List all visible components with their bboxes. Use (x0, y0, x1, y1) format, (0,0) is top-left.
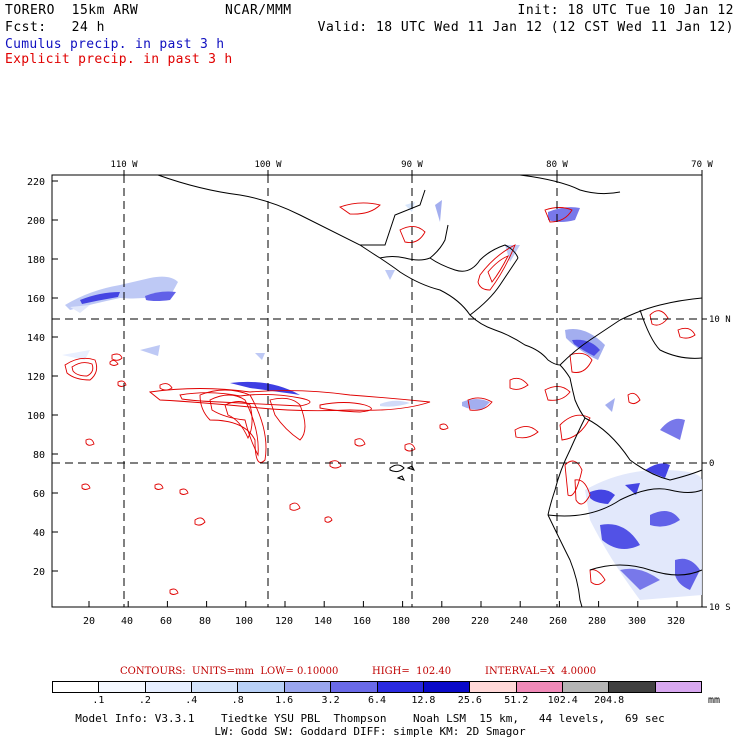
x-tick-label: 220 (471, 616, 489, 627)
forecast-hour: Fcst: 24 h (5, 20, 105, 35)
colorbar-swatch (608, 682, 655, 692)
colorbar-value-label: 25.6 (457, 695, 482, 706)
contour-interval-label: INTERVAL=X 4.0000 (485, 666, 597, 677)
axis-ticks (52, 170, 707, 608)
colorbar-value-label: 3.2 (321, 695, 340, 706)
init-time: Init: 18 UTC Tue 10 Jan 12 (517, 3, 734, 18)
valid-time: Valid: 18 UTC Wed 11 Jan 12 (12 CST Wed … (317, 20, 734, 35)
model-name: TORERO 15km ARW (5, 3, 139, 18)
colorbar-swatch (469, 682, 516, 692)
y-tick-label: 180 (27, 255, 45, 266)
colorbar-swatch (283, 682, 331, 692)
cumulus-legend: Cumulus precip. in past 3 h (5, 37, 225, 52)
lon-label-80w: 80 W (546, 160, 568, 170)
x-tick-label: 40 (121, 616, 133, 627)
colorbar-value-label: .8 (231, 695, 244, 706)
lon-label-90w: 90 W (401, 160, 423, 170)
y-tick-label: 140 (27, 333, 45, 344)
y-tick-label: 20 (33, 567, 45, 578)
colorbar-swatch (191, 682, 238, 692)
colorbar-swatch (330, 682, 377, 692)
precip-colorbar (52, 681, 702, 693)
explicit-precip-contours (64, 202, 696, 595)
x-tick-label: 280 (588, 616, 606, 627)
colorbar-swatch (144, 682, 192, 692)
colorbar-swatch (237, 682, 284, 692)
colorbar-unit: mm (708, 695, 721, 706)
colorbar-swatch (515, 682, 562, 692)
y-tick-label: 220 (27, 177, 45, 188)
colorbar-swatch (422, 682, 470, 692)
explicit-legend: Explicit precip. in past 3 h (5, 52, 233, 67)
colorbar-value-label: .1 (92, 695, 105, 706)
lon-label-70w: 70 W (691, 160, 713, 170)
colorbar-swatch (53, 682, 99, 692)
y-tick-label: 120 (27, 372, 45, 383)
lat-label-10s: 10 S (709, 603, 731, 613)
contour-units-label: CONTOURS: UNITS=mm LOW= 0.10000 (120, 666, 339, 677)
x-tick-label: 120 (275, 616, 293, 627)
colorbar-value-label: 204.8 (594, 695, 625, 706)
y-tick-label: 80 (33, 450, 45, 461)
organization: NCAR/MMM (225, 3, 292, 18)
model-info-line2: LW: Godd SW: Goddard DIFF: simple KM: 2D… (214, 725, 526, 738)
lat-label-10n: 10 N (709, 315, 731, 325)
x-tick-label: 300 (628, 616, 646, 627)
colorbar-swatch (376, 682, 423, 692)
y-tick-label: 40 (33, 528, 45, 539)
x-tick-label: 320 (667, 616, 685, 627)
y-tick-label: 200 (27, 216, 45, 227)
colorbar-value-label: 1.6 (275, 695, 294, 706)
colorbar-value-label: 102.4 (547, 695, 578, 706)
y-tick-label: 100 (27, 411, 45, 422)
lat-label-0: 0 (709, 459, 714, 469)
precip-map: 110 W 100 W 90 W 80 W 70 W 10 N 0 10 S 2… (27, 160, 731, 627)
x-tick-label: 260 (549, 616, 567, 627)
x-tick-label: 160 (353, 616, 371, 627)
x-tick-label: 240 (510, 616, 528, 627)
colorbar-value-label: 51.2 (504, 695, 529, 706)
model-info-line1: Model Info: V3.3.1 Tiedtke YSU PBL Thomp… (75, 712, 665, 725)
colorbar-value-label: .4 (185, 695, 198, 706)
x-tick-label: 180 (392, 616, 410, 627)
x-tick-label: 80 (199, 616, 211, 627)
x-tick-label: 200 (432, 616, 450, 627)
colorbar-value-label: 6.4 (367, 695, 387, 706)
contour-high-label: HIGH= 102.40 (372, 666, 452, 677)
colorbar-value-label: .2 (138, 695, 151, 706)
colorbar-swatch (654, 682, 702, 692)
x-tick-label: 140 (314, 616, 332, 627)
y-tick-label: 160 (27, 294, 45, 305)
lon-label-100w: 100 W (254, 160, 282, 170)
colorbar-value-label: 12.8 (411, 695, 436, 706)
colorbar-swatch (561, 682, 609, 692)
colorbar-swatch (98, 682, 145, 692)
x-tick-label: 60 (160, 616, 172, 627)
x-tick-label: 20 (83, 616, 95, 627)
lon-label-110w: 110 W (110, 160, 138, 170)
y-tick-label: 60 (33, 489, 45, 500)
lat-lon-grid (52, 175, 702, 607)
x-tick-label: 100 (235, 616, 253, 627)
